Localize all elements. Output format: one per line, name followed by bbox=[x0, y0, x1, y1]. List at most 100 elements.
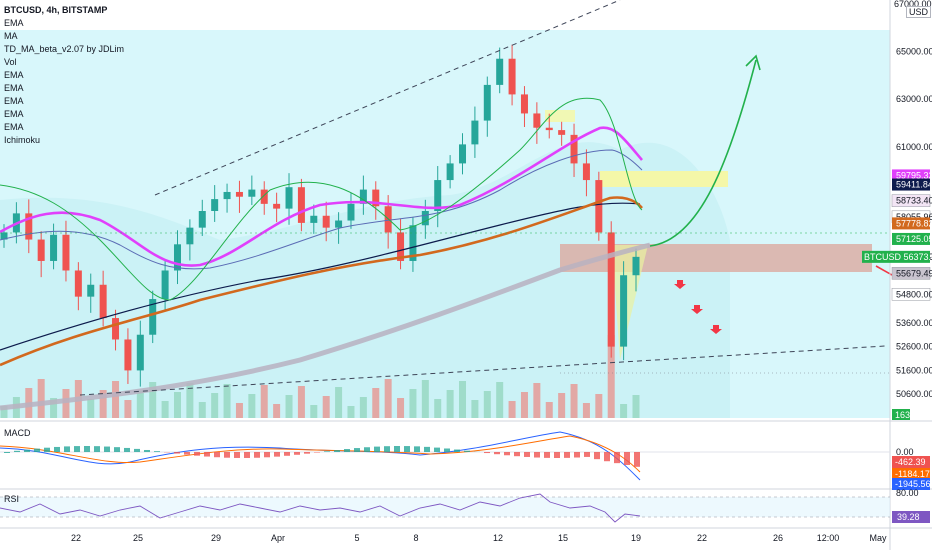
time-tick-label: 26 bbox=[773, 533, 783, 543]
macd-histogram-bar bbox=[514, 452, 520, 457]
candle-body bbox=[248, 189, 256, 197]
currency-label[interactable]: USD bbox=[906, 6, 932, 18]
macd-histogram-bar bbox=[224, 452, 230, 458]
price-tag-bg bbox=[891, 267, 931, 280]
candle-body bbox=[211, 199, 219, 211]
macd-histogram-bar bbox=[544, 452, 550, 458]
volume-bar bbox=[570, 384, 578, 418]
macd-histogram-bar bbox=[604, 452, 610, 462]
indicator-item[interactable]: Ichimoku bbox=[4, 135, 41, 145]
candle-body bbox=[483, 84, 491, 121]
candle-body bbox=[595, 180, 603, 233]
rsi-tick-label: 39.28 bbox=[897, 512, 920, 522]
macd-histogram-bar bbox=[614, 452, 620, 464]
volume-bar bbox=[446, 390, 454, 418]
candle-body bbox=[62, 234, 70, 271]
resistance-zone-yellow bbox=[600, 171, 728, 187]
macd-histogram-bar bbox=[304, 452, 310, 454]
candle-body bbox=[359, 189, 367, 204]
volume-bar bbox=[322, 396, 330, 418]
price-tag-label: 57125.05 bbox=[896, 234, 932, 244]
candle-body bbox=[285, 187, 293, 209]
indicator-item[interactable]: EMA bbox=[4, 83, 24, 93]
volume-bar bbox=[335, 387, 343, 418]
volume-bar bbox=[359, 397, 367, 418]
macd-histogram-bar bbox=[124, 447, 130, 452]
macd-histogram-bar bbox=[184, 452, 190, 455]
candle-body bbox=[397, 232, 405, 261]
time-tick-label: 19 bbox=[631, 533, 641, 543]
price-tag: 59795.32 bbox=[892, 169, 932, 182]
candle-body bbox=[260, 189, 268, 204]
volume-bar bbox=[421, 380, 429, 418]
time-axis[interactable]: 22 25 29 Apr 5 8 12 15 19 22 26 12:00 May bbox=[71, 533, 887, 543]
volume-value: 163 bbox=[895, 410, 910, 420]
candle-body bbox=[471, 120, 479, 145]
macd-pane-bg bbox=[0, 422, 890, 487]
volume-bar bbox=[483, 391, 491, 418]
red-arrow-2 bbox=[691, 305, 703, 314]
price-tag: 59411.84 bbox=[892, 178, 932, 191]
indicator-item[interactable]: EMA bbox=[4, 70, 24, 80]
price-tag-label: 57778.82 bbox=[896, 218, 932, 228]
price-tag: 54800.00 bbox=[891, 288, 932, 301]
volume-bar bbox=[347, 406, 355, 418]
macd-histogram-bar bbox=[44, 447, 50, 452]
volume-bar bbox=[558, 393, 566, 418]
macd-pane bbox=[0, 431, 890, 481]
macd-histogram-bar bbox=[144, 449, 150, 452]
candle-body bbox=[632, 256, 640, 276]
resistance-zone-small bbox=[545, 110, 575, 122]
candle-body bbox=[446, 163, 454, 181]
price-tick-label: 61000.00 bbox=[896, 142, 932, 152]
indicator-item[interactable]: EMA bbox=[4, 18, 24, 28]
indicator-item[interactable]: EMA bbox=[4, 96, 24, 106]
macd-histogram-bar bbox=[244, 452, 250, 458]
candle-body bbox=[322, 215, 330, 228]
candle-body bbox=[508, 58, 516, 95]
macd-histogram-bar bbox=[154, 451, 160, 452]
macd-tick-label: -462.39 bbox=[895, 457, 926, 467]
macd-histogram-bar bbox=[4, 452, 10, 453]
rsi-tick-label: 80.00 bbox=[896, 488, 919, 498]
volume-bar bbox=[545, 402, 553, 418]
candle-body bbox=[607, 232, 615, 347]
candle-body bbox=[558, 130, 566, 135]
volume-bar bbox=[434, 399, 442, 418]
macd-histogram-bar bbox=[94, 446, 100, 452]
indicator-item[interactable]: MA bbox=[4, 31, 18, 41]
time-tick-label: 22 bbox=[697, 533, 707, 543]
volume-bar bbox=[372, 388, 380, 418]
indicator-item[interactable]: Vol bbox=[4, 57, 17, 67]
volume-bar bbox=[136, 391, 144, 418]
volume-bar bbox=[112, 381, 120, 418]
macd-histogram-bar bbox=[354, 448, 360, 452]
macd-histogram-bar bbox=[454, 449, 460, 452]
indicator-item[interactable]: EMA bbox=[4, 122, 24, 132]
macd-histogram-bar bbox=[564, 452, 570, 458]
candle-body bbox=[434, 180, 442, 211]
volume-bar bbox=[37, 379, 45, 418]
indicator-item[interactable]: EMA bbox=[4, 109, 24, 119]
price-tag-label: 55679.49 bbox=[896, 268, 932, 278]
indicator-item[interactable]: TD_MA_beta_v2.07 by JDLim bbox=[4, 44, 125, 54]
volume-bar bbox=[459, 381, 467, 418]
price-tick-label: 52600.00 bbox=[896, 342, 932, 352]
macd-histogram-bar bbox=[624, 452, 630, 465]
volume-bar bbox=[0, 406, 8, 418]
macd-histogram-bar bbox=[84, 446, 90, 452]
volume-bar bbox=[297, 386, 305, 418]
price-axis[interactable]: 67000.00 65000.00 63000.00 61000.00 59795.32… bbox=[862, 0, 932, 523]
macd-tick-label: -1184.17 bbox=[895, 469, 930, 479]
candle-body bbox=[124, 339, 132, 371]
candle-body bbox=[533, 113, 541, 128]
volume-bar bbox=[223, 384, 231, 418]
volume-bar bbox=[520, 392, 528, 418]
volume-bar bbox=[273, 404, 281, 418]
time-tick-label: 22 bbox=[71, 533, 81, 543]
macd-tag bbox=[892, 456, 930, 468]
macd-histogram-bar bbox=[634, 452, 640, 467]
volume-bar bbox=[235, 403, 243, 418]
macd-histogram-bar bbox=[364, 447, 370, 452]
